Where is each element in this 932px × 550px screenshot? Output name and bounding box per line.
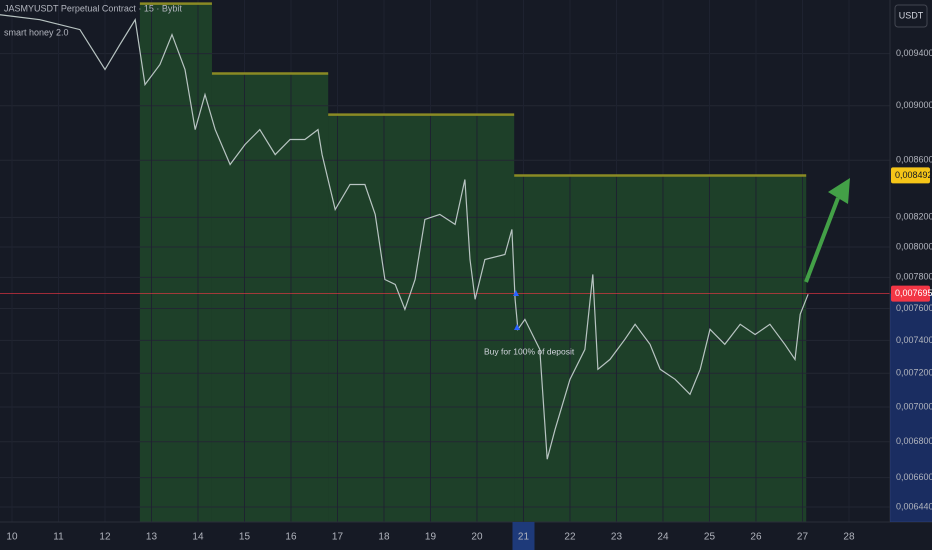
zone-fill (139, 3, 212, 522)
zone-fill (328, 114, 515, 522)
y-tick-label: 0,007200 (896, 368, 932, 378)
x-tick-label: 14 (192, 532, 204, 543)
price-tag-label: 0,008492 (895, 170, 932, 180)
x-tick-label: 27 (797, 532, 809, 543)
y-tick-label: 0,006600 (896, 472, 932, 482)
x-tick-label: 18 (378, 532, 390, 543)
x-tick-label: 28 (843, 532, 855, 543)
price-tag-label: 0,007695 (895, 288, 932, 298)
y-tick-label: 0,008600 (896, 155, 932, 165)
x-tick-label: 25 (704, 532, 716, 543)
x-tick-label: 13 (146, 532, 158, 543)
currency-label: USDT (899, 10, 924, 20)
y-tick-label: 0,009400 (896, 48, 932, 58)
annotation: Buy for 100% of deposit (484, 346, 575, 356)
price-tag (891, 167, 930, 184)
price-series (0, 14, 809, 460)
arrow-head (828, 178, 850, 204)
x-tick-label: 16 (285, 532, 297, 543)
selected-date (512, 522, 535, 550)
x-tick-label: 22 (564, 532, 576, 543)
y-tick-label: 0,006440 (896, 501, 932, 511)
chart-title: JASMYUSDT Perpetual Contract · 15 · Bybi… (4, 3, 182, 13)
x-tick-label: 26 (750, 532, 762, 543)
x-tick-label: 10 (6, 532, 18, 543)
y-tick-label: 0,007400 (896, 335, 932, 345)
indicator-name: smart honey 2.0 (4, 27, 69, 37)
x-tick-label: 24 (657, 532, 669, 543)
x-tick-label: 17 (332, 532, 344, 543)
x-tick-label: 12 (99, 532, 111, 543)
plot-area (0, 0, 890, 522)
y-tick-label: 0,009000 (896, 100, 932, 110)
y-tick-label: 0,006800 (896, 436, 932, 446)
zone-fill (211, 73, 329, 522)
currency-button[interactable] (894, 4, 928, 28)
axis-range (890, 293, 932, 522)
y-tick-label: 0,008000 (896, 241, 932, 251)
arrow (804, 197, 840, 283)
x-tick-label: 15 (239, 532, 251, 543)
x-tick-label: 23 (611, 532, 623, 543)
x-tick-label: 19 (425, 532, 437, 543)
price-tag (891, 285, 930, 302)
y-tick-label: 0,007000 (896, 401, 932, 411)
y-tick-label: 0,007600 (896, 303, 932, 313)
y-tick-label: 0,007800 (896, 272, 932, 282)
x-tick-label: 21 (518, 532, 530, 543)
zone-fill (514, 175, 807, 522)
x-tick-label: 11 (53, 532, 64, 543)
x-tick-label: 20 (471, 532, 483, 543)
y-tick-label: 0,008200 (896, 212, 932, 222)
